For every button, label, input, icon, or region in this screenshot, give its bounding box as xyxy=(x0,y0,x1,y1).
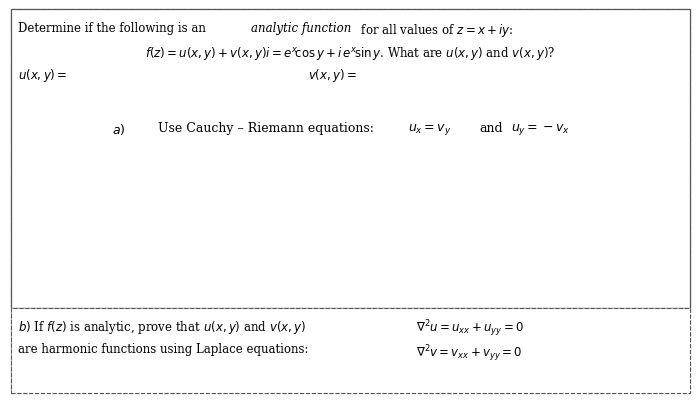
Text: $b)$ If $f(z)$ is analytic, prove that $u(x, y)$ and $v(x, y)$: $b)$ If $f(z)$ is analytic, prove that $… xyxy=(18,318,306,335)
Text: are harmonic functions using Laplace equations:: are harmonic functions using Laplace equ… xyxy=(18,342,308,355)
Text: $\nabla^2 v = v_{xx} + v_{yy} = 0$: $\nabla^2 v = v_{xx} + v_{yy} = 0$ xyxy=(416,342,523,363)
Text: Determine if the following is an: Determine if the following is an xyxy=(18,22,209,35)
Text: $a)$: $a)$ xyxy=(112,122,125,136)
Text: $\nabla^2 u = u_{xx} + u_{yy} = 0$: $\nabla^2 u = u_{xx} + u_{yy} = 0$ xyxy=(416,318,524,339)
Text: $u_x = v_y$: $u_x = v_y$ xyxy=(408,122,452,136)
Text: for all values of $z = x + iy$:: for all values of $z = x + iy$: xyxy=(357,22,514,39)
Text: analytic function: analytic function xyxy=(251,22,351,35)
Text: $u_y = -v_x$: $u_y = -v_x$ xyxy=(511,122,570,136)
Text: $u(x, y) =$: $u(x, y) =$ xyxy=(18,67,67,84)
Text: $v(x, y) =$: $v(x, y) =$ xyxy=(308,67,357,84)
Bar xyxy=(10,308,690,393)
Text: $f(z) = u(x, y) + v(x, y)i = e^x\!\cos y + i\,e^x\!\sin y$. What are $u(x, y)$ a: $f(z) = u(x, y) + v(x, y)i = e^x\!\cos y… xyxy=(145,45,555,62)
Bar xyxy=(10,10,690,308)
Text: Use Cauchy – Riemann equations:: Use Cauchy – Riemann equations: xyxy=(158,122,373,134)
Text: and: and xyxy=(480,122,503,134)
